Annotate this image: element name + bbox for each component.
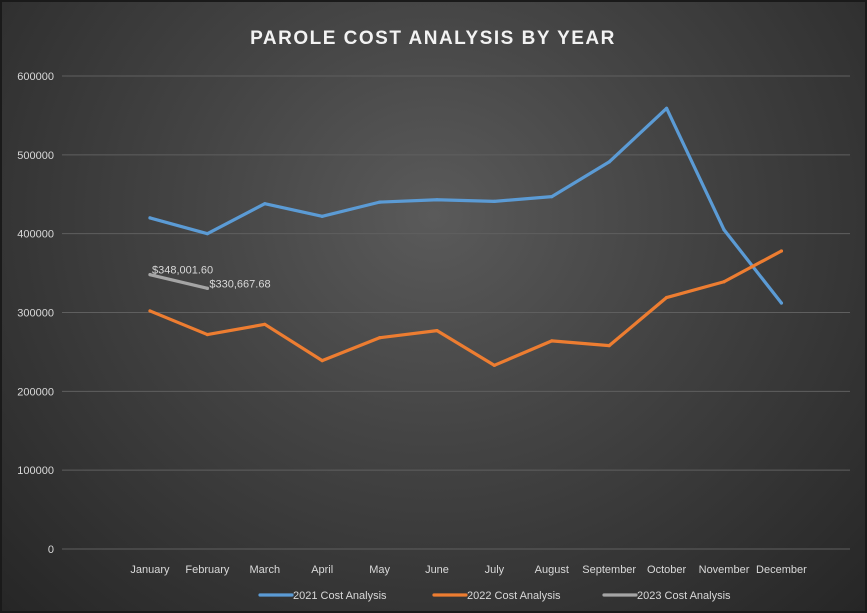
data-point bbox=[492, 199, 496, 203]
data-point bbox=[607, 160, 611, 164]
legend-label: 2021 Cost Analysis bbox=[293, 590, 387, 602]
x-tick-label: September bbox=[582, 564, 636, 576]
data-label: $330,667.68 bbox=[209, 278, 270, 290]
legend: 2021 Cost Analysis 2022 Cost Analysis 2023… bbox=[258, 590, 731, 602]
y-tick-label: 500000 bbox=[17, 150, 54, 162]
x-tick-label: December bbox=[756, 564, 807, 576]
data-point bbox=[492, 363, 496, 367]
series-line bbox=[148, 249, 784, 367]
data-point bbox=[779, 249, 784, 253]
y-tick-label: 600000 bbox=[17, 71, 54, 83]
y-tick-label: 400000 bbox=[17, 229, 54, 241]
data-point bbox=[378, 200, 382, 204]
data-point bbox=[665, 295, 669, 300]
data-point bbox=[378, 336, 382, 340]
y-tick-label: 300000 bbox=[17, 308, 54, 320]
data-label: $348,001.60 bbox=[152, 265, 213, 277]
y-axis-ticks: 0 100000 200000 300000 400000 500000 600000 bbox=[17, 71, 54, 556]
data-point bbox=[779, 301, 784, 305]
y-tick-label: 0 bbox=[48, 544, 54, 556]
data-point bbox=[550, 339, 554, 343]
data-point bbox=[148, 216, 152, 220]
series-line bbox=[148, 106, 784, 305]
x-tick-label: February bbox=[185, 564, 230, 576]
data-point bbox=[320, 214, 324, 218]
y-tick-label: 100000 bbox=[17, 465, 54, 477]
y-tick-label: 200000 bbox=[17, 386, 54, 398]
x-axis-ticks: January February March April May June July Augu… bbox=[130, 564, 807, 576]
data-point bbox=[550, 195, 554, 199]
data-point bbox=[722, 280, 726, 284]
data-point bbox=[148, 273, 152, 277]
gridlines bbox=[62, 75, 850, 550]
x-tick-label: August bbox=[535, 564, 569, 576]
legend-label: 2023 Cost Analysis bbox=[637, 590, 731, 602]
data-point bbox=[263, 202, 267, 206]
series-line bbox=[148, 273, 209, 290]
x-tick-label: July bbox=[485, 564, 505, 576]
x-tick-label: May bbox=[369, 564, 390, 576]
x-tick-label: January bbox=[130, 564, 170, 576]
x-tick-label: October bbox=[647, 564, 686, 576]
data-point bbox=[148, 309, 152, 313]
x-tick-label: June bbox=[425, 564, 449, 576]
data-point bbox=[435, 198, 439, 202]
series-lines bbox=[148, 106, 784, 367]
data-point bbox=[263, 322, 267, 326]
data-point bbox=[665, 106, 669, 110]
x-tick-label: November bbox=[699, 564, 750, 576]
data-point bbox=[320, 358, 324, 363]
data-point bbox=[722, 228, 726, 232]
x-tick-label: March bbox=[250, 564, 281, 576]
data-point bbox=[435, 329, 439, 333]
x-tick-label: April bbox=[311, 564, 333, 576]
data-labels: $348,001.60$330,667.68 bbox=[152, 265, 271, 291]
data-point bbox=[205, 332, 209, 337]
data-point bbox=[205, 286, 209, 290]
data-point bbox=[607, 344, 611, 348]
data-point bbox=[205, 232, 209, 236]
legend-label: 2022 Cost Analysis bbox=[467, 590, 561, 602]
chart-title: PAROLE COST ANALYSIS BY YEAR bbox=[250, 28, 616, 49]
